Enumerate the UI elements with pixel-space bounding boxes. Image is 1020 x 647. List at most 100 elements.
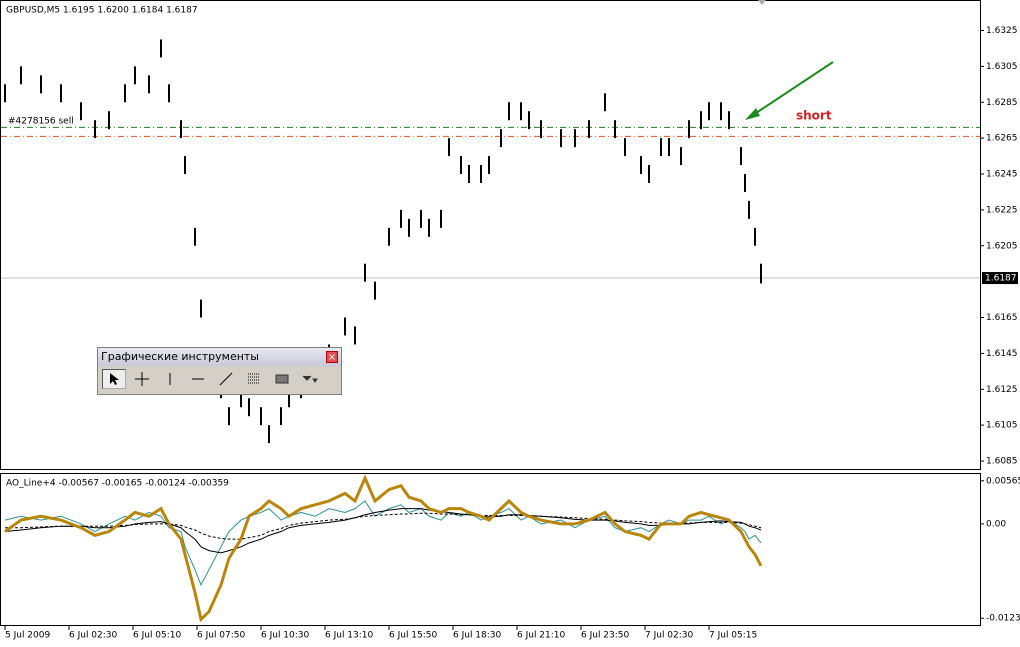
trendline-button[interactable]: [214, 369, 238, 389]
price-bar: [708, 102, 710, 121]
price-bar: [500, 129, 502, 148]
shift-marker: [758, 0, 766, 5]
y-tick-label: 1.6225: [986, 205, 1018, 215]
price-bar: [648, 165, 650, 183]
y-tick-label: -0.01236: [986, 614, 1020, 624]
y-tick-label: 0.00565: [986, 476, 1020, 486]
x-tick-label: 5 Jul 2009: [5, 631, 50, 641]
price-bar: [268, 425, 270, 444]
x-tick-label: 6 Jul 21:10: [517, 631, 566, 641]
y-tick-label: 1.6305: [986, 62, 1018, 72]
price-bar: [288, 389, 290, 408]
indicator-pane: [0, 473, 981, 626]
x-tick-label: 6 Jul 23:50: [581, 631, 630, 641]
price-bar: [508, 102, 510, 121]
price-bar: [374, 281, 376, 300]
price-bar: [488, 156, 490, 175]
price-bar: [520, 102, 522, 121]
x-tick-label: 6 Jul 13:10: [325, 631, 374, 641]
price-bar: [668, 138, 670, 157]
indicator-line: [4, 474, 763, 623]
price-bar: [20, 66, 22, 85]
price-bar: [528, 111, 530, 130]
price-bar: [184, 156, 186, 175]
price-bar: [240, 389, 242, 408]
price-bar: [134, 66, 136, 85]
price-bar: [400, 209, 402, 228]
price-bar: [168, 84, 170, 103]
price-bar: [280, 407, 282, 426]
price-bar: [428, 218, 430, 237]
price-bar: [94, 120, 96, 139]
indicator-line: [4, 500, 762, 587]
price-bar: [604, 93, 606, 112]
vline-button[interactable]: [158, 369, 182, 389]
order-label: #4278156 sell: [8, 117, 74, 127]
price-bar: [754, 227, 756, 246]
x-tick-label: 6 Jul 05:10: [133, 631, 182, 641]
y-tick-label: 1.6105: [986, 421, 1018, 431]
crosshair-button[interactable]: [130, 369, 154, 389]
price-bar: [744, 174, 746, 192]
price-bar: [108, 111, 110, 130]
price-bar: [344, 317, 346, 336]
price-bar: [700, 111, 702, 130]
fibo-button[interactable]: [242, 369, 266, 389]
price-bar: [40, 75, 42, 94]
y-tick-label: 1.6085: [986, 457, 1018, 467]
y-tick-label: 1.6145: [986, 349, 1018, 359]
price-bar: [480, 165, 482, 183]
price-bar: [408, 218, 410, 237]
annotation: short: [796, 109, 832, 123]
last-price-label: 1.6187: [985, 274, 1017, 284]
y-tick-label: 1.6285: [986, 98, 1018, 108]
toolbar-buttons: [98, 366, 341, 392]
y-tick-label: 1.6205: [986, 241, 1018, 251]
price-bar: [354, 326, 356, 345]
cursor-button[interactable]: [102, 369, 126, 389]
x-tick-label: 6 Jul 18:30: [453, 631, 502, 641]
last-price-box: [982, 272, 1018, 285]
y-tick-label: 1.6245: [986, 170, 1018, 180]
toolbar: Графические инструменты ×: [97, 347, 342, 395]
price-bar: [180, 120, 182, 139]
more-button[interactable]: [298, 369, 322, 389]
price-bar: [760, 263, 762, 284]
price-bar: [260, 407, 262, 426]
price-bar: [124, 84, 126, 103]
price-bar: [460, 156, 462, 175]
price-bar: [4, 84, 6, 103]
price-bar: [148, 75, 150, 94]
y-tick-label: 1.6125: [986, 385, 1018, 395]
price-bar: [560, 129, 562, 148]
price-bar: [388, 227, 390, 246]
x-tick-label: 6 Jul 02:30: [69, 631, 118, 641]
arrow: [745, 61, 834, 120]
price-bar: [748, 200, 750, 219]
y-tick-label: 1.6265: [986, 134, 1018, 144]
price-bar: [740, 147, 742, 166]
x-tick-label: 7 Jul 05:15: [709, 631, 757, 641]
close-button[interactable]: ×: [326, 351, 338, 363]
y-tick-label: 1.6325: [986, 26, 1018, 36]
price-bar: [540, 120, 542, 139]
price-bar: [200, 299, 202, 318]
indicator-title: AO_Line+4 -0.00567 -0.00165 -0.00124 -0.…: [6, 479, 229, 489]
price-bar: [614, 120, 616, 139]
x-tick-label: 6 Jul 10:30: [261, 631, 310, 641]
price-bar: [420, 209, 422, 228]
main-pane: [0, 0, 981, 470]
price-bar: [680, 147, 682, 166]
price-bar: [364, 263, 366, 282]
price-bar: [448, 138, 450, 157]
price-bar: [720, 102, 722, 121]
hline-button[interactable]: [186, 369, 210, 389]
price-bar: [468, 165, 470, 183]
rectangle-button[interactable]: [270, 369, 294, 389]
price-bar: [440, 209, 442, 228]
y-tick-label: 1.6165: [986, 313, 1018, 323]
price-bar: [248, 398, 250, 417]
price-bar: [728, 111, 730, 130]
